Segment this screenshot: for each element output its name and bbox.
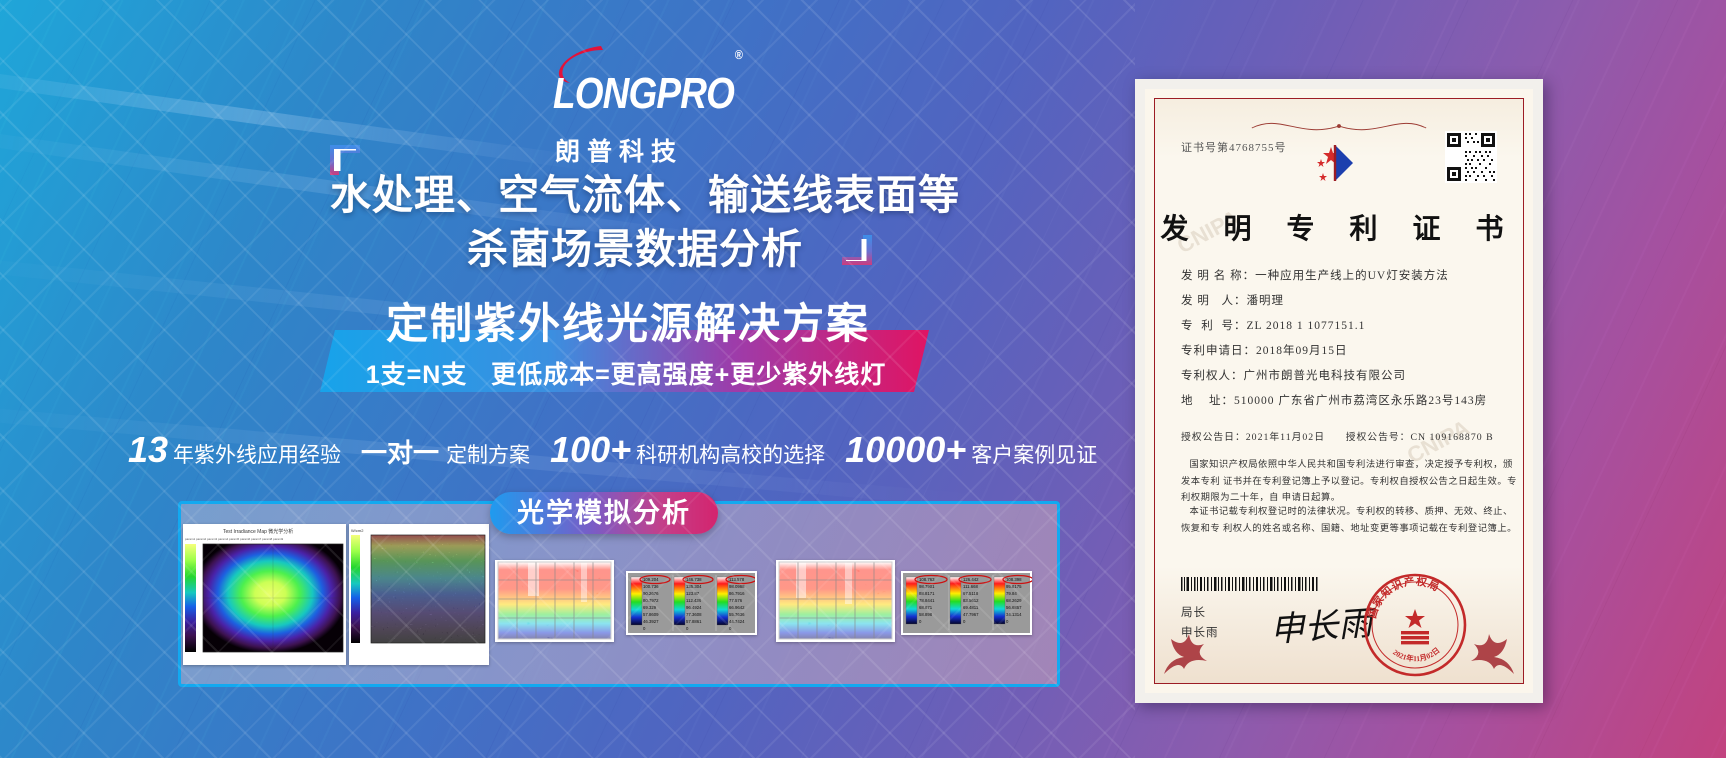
svg-text:68.2629: 68.2629 bbox=[1006, 598, 1022, 603]
svg-text:77.3608: 77.3608 bbox=[686, 612, 702, 617]
svg-text:78.8441: 78.8441 bbox=[919, 598, 935, 603]
svg-text:Test Irradiance Map 微光学分析: Test Irradiance Map 微光学分析 bbox=[223, 528, 293, 535]
svg-text:98.0988: 98.0988 bbox=[729, 584, 745, 589]
svg-text:W/cm2: W/cm2 bbox=[351, 528, 364, 533]
svg-text:123.87: 123.87 bbox=[686, 591, 700, 596]
svg-text:69.4811: 69.4811 bbox=[963, 605, 979, 610]
svg-text:98.7901: 98.7901 bbox=[919, 584, 935, 589]
svg-text:88.8171: 88.8171 bbox=[919, 591, 935, 596]
svg-text:57.8861: 57.8861 bbox=[686, 619, 702, 624]
svg-text:param1 param2 param3 param4 pa: param1 param2 param3 param4 param5 param… bbox=[185, 537, 284, 541]
svg-text:0: 0 bbox=[686, 626, 689, 631]
svg-text:135.304: 135.304 bbox=[686, 584, 702, 589]
svg-text:95.8175: 95.8175 bbox=[1006, 584, 1022, 589]
svg-text:126.442: 126.442 bbox=[963, 577, 979, 582]
svg-text:113.578: 113.578 bbox=[729, 577, 745, 582]
svg-text:96.4924: 96.4924 bbox=[686, 605, 702, 610]
svg-text:108.398: 108.398 bbox=[1006, 577, 1022, 582]
svg-text:69.329: 69.329 bbox=[643, 605, 657, 610]
svg-text:97.5118: 97.5118 bbox=[963, 591, 979, 596]
svg-text:79.84: 79.84 bbox=[1006, 591, 1017, 596]
svg-text:108.763: 108.763 bbox=[919, 577, 935, 582]
svg-text:46.3927: 46.3927 bbox=[643, 619, 659, 624]
svg-text:57.8609: 57.8609 bbox=[643, 612, 659, 617]
svg-text:77.576: 77.576 bbox=[729, 598, 743, 603]
svg-text:90.2676: 90.2676 bbox=[643, 591, 659, 596]
svg-text:112.436: 112.436 bbox=[686, 598, 702, 603]
svg-text:111.668: 111.668 bbox=[963, 584, 979, 589]
svg-text:56.6857: 56.6857 bbox=[1006, 605, 1022, 610]
svg-text:80.7972: 80.7972 bbox=[643, 598, 659, 603]
svg-text:146.738: 146.738 bbox=[686, 577, 702, 582]
svg-text:86.7916: 86.7916 bbox=[729, 591, 745, 596]
svg-text:国家知识产权局: 国家知识产权局 bbox=[1366, 575, 1441, 620]
svg-text:0: 0 bbox=[643, 626, 646, 631]
svg-text:0: 0 bbox=[729, 626, 732, 631]
svg-text:83.5612: 83.5612 bbox=[963, 598, 979, 603]
svg-text:58.898: 58.898 bbox=[919, 612, 933, 617]
svg-text:34.1314: 34.1314 bbox=[1006, 612, 1022, 617]
svg-text:68.871: 68.871 bbox=[919, 605, 933, 610]
svg-text:0: 0 bbox=[963, 619, 966, 624]
svg-text:0: 0 bbox=[919, 619, 922, 624]
svg-text:55.7636: 55.7636 bbox=[729, 612, 745, 617]
svg-text:44.7424: 44.7424 bbox=[729, 619, 745, 624]
svg-text:0: 0 bbox=[1006, 619, 1009, 624]
svg-text:2021年11月02日: 2021年11月02日 bbox=[1391, 646, 1441, 664]
svg-text:109.204: 109.204 bbox=[643, 577, 659, 582]
svg-text:100.736: 100.736 bbox=[643, 584, 659, 589]
svg-text:66.9642: 66.9642 bbox=[729, 605, 745, 610]
svg-text:47.7967: 47.7967 bbox=[963, 612, 979, 617]
